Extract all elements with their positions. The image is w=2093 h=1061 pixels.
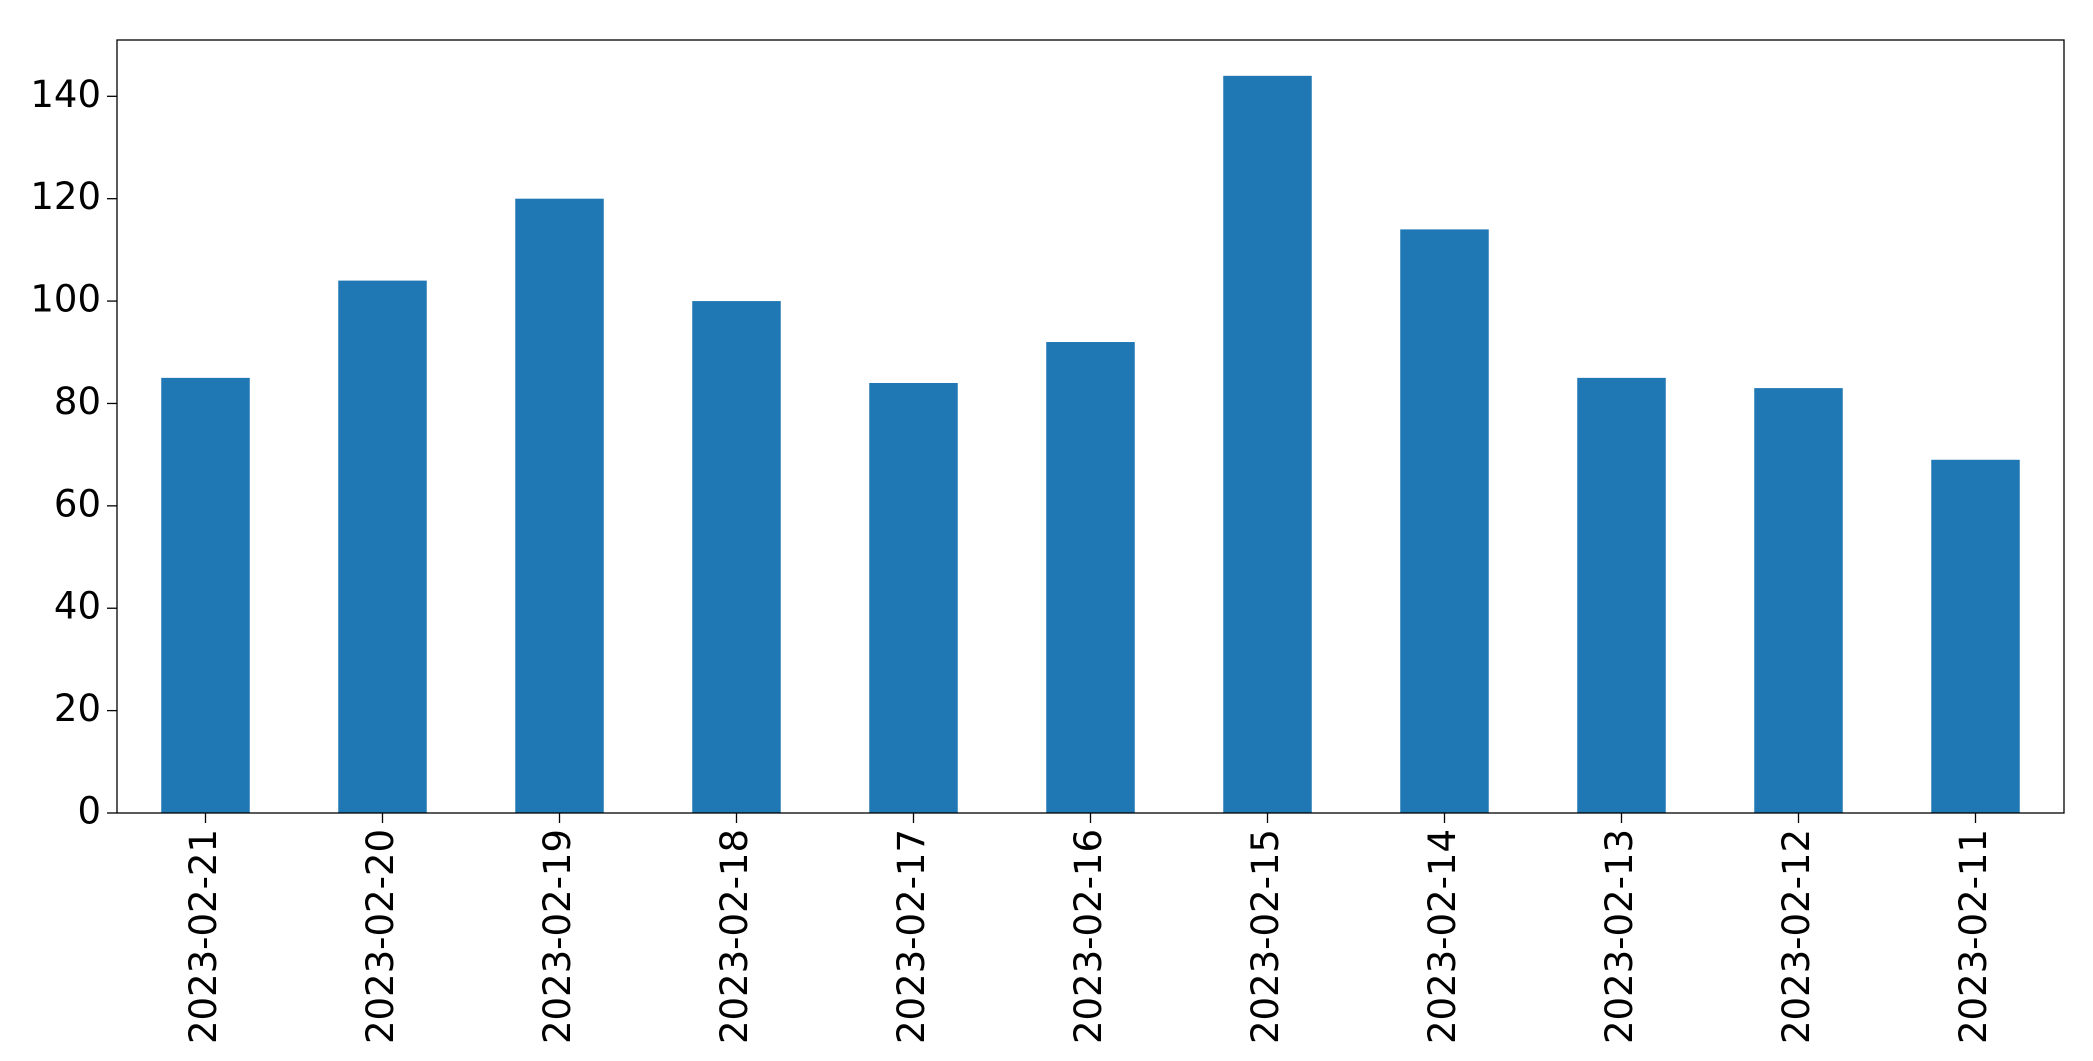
y-tick-label: 0 [77,790,101,833]
bar [1400,229,1489,814]
x-tick-label: 2023-02-17 [890,829,933,1044]
bar [1931,459,2020,813]
bar [869,382,958,813]
y-tick-label: 140 [30,73,101,116]
x-tick-label: 2023-02-19 [536,829,579,1044]
x-tick-label: 2023-02-14 [1421,829,1464,1044]
bar [692,301,781,813]
x-tick-label: 2023-02-11 [1952,829,1995,1044]
bar [1223,75,1312,814]
bar [161,377,250,813]
bar [1577,377,1666,813]
bar [338,280,427,813]
y-tick-label: 60 [54,482,101,525]
x-tick-label: 2023-02-21 [182,829,225,1044]
y-tick-label: 20 [54,687,101,730]
y-tick-label: 80 [54,380,101,423]
bar [515,198,604,813]
y-tick-label: 40 [54,585,101,628]
plot-frame [116,39,2065,814]
y-tick-label: 120 [30,175,101,218]
x-tick-label: 2023-02-12 [1775,829,1818,1044]
bar [1046,342,1135,813]
x-tick-label: 2023-02-16 [1067,829,1110,1044]
x-tick-label: 2023-02-13 [1598,829,1641,1044]
y-tick-label: 100 [30,278,101,321]
x-tick-label: 2023-02-20 [359,829,402,1044]
bar [1754,388,1843,813]
x-tick-label: 2023-02-15 [1244,829,1287,1044]
x-tick-label: 2023-02-18 [713,829,756,1044]
